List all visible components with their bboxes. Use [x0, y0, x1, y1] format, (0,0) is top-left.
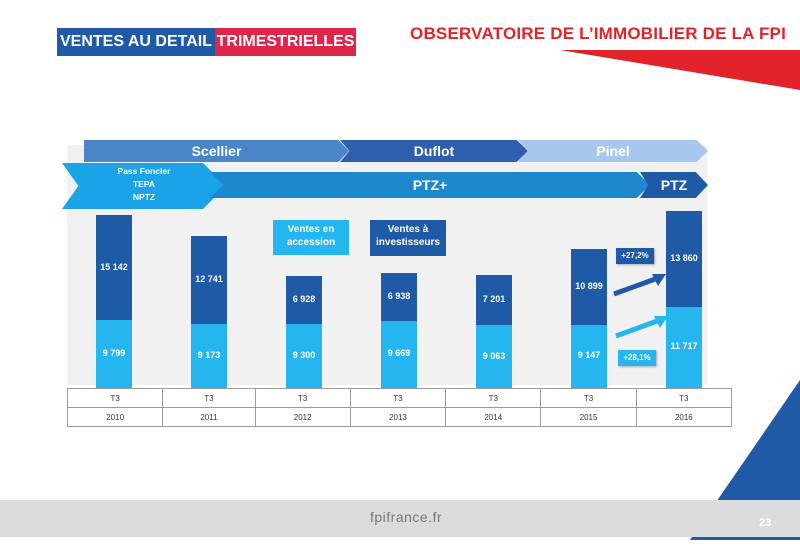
red-triangle-decoration — [560, 50, 800, 90]
tick-year-2013: 2013 — [349, 407, 447, 427]
nptz-label: NPTZ — [132, 192, 156, 202]
label-accession-2010: 9 799 — [102, 348, 126, 359]
label-accession-2011: 9 173 — [197, 350, 221, 361]
label-accession-2013: 9 669 — [387, 348, 411, 359]
label-investisseurs-2011: 12 741 — [195, 274, 223, 285]
bar-accession-2012 — [286, 323, 322, 388]
ptz-plus-arrow: PTZ+ — [210, 172, 650, 198]
label-investisseurs-2015: 10 899 — [575, 280, 603, 291]
bar-investisseurs-2013 — [381, 272, 417, 321]
bar-investisseurs-2016 — [666, 210, 702, 307]
badge-trimestrielles: TRIMESTRIELLES — [215, 28, 356, 56]
tepa-label: TEPA — [132, 179, 156, 189]
year-row: 2010 2011 2012 2013 2014 2015 2016 — [66, 407, 733, 427]
label-accession-2015: 9 147 — [577, 350, 601, 361]
label-investisseurs-2014: 7 201 — [482, 294, 506, 305]
quarter-row: T3 T3 T3 T3 T3 T3 T3 — [66, 388, 733, 408]
duflot-arrow: Duflot — [340, 140, 528, 162]
pct-investisseurs-badge: +27,2% — [616, 248, 654, 264]
tick-quarter-2010: T3 — [66, 388, 164, 408]
tick-year-2012: 2012 — [254, 407, 351, 427]
bar-investisseurs-2015 — [571, 249, 607, 325]
growth-arrow-top-icon — [613, 274, 666, 297]
label-accession-2012: 9 300 — [292, 349, 316, 360]
ventes-investisseurs-label: Ventes à investisseurs — [370, 220, 446, 256]
pass-foncier-arrow: Pass Foncier TEPA NPTZ — [62, 163, 226, 209]
pass-foncier-label: Pass Foncier — [117, 166, 171, 176]
observatoire-title: OBSERVATOIRE DE L’IMMOBILIER DE LA FPI — [410, 24, 786, 43]
ptz-arrow: PTZ — [640, 172, 708, 198]
tick-quarter-2011: T3 — [162, 388, 256, 408]
bar-investisseurs-2011 — [191, 236, 227, 325]
tick-quarter-2015: T3 — [540, 388, 637, 408]
bar-accession-2014 — [476, 325, 512, 388]
pct-accession-badge: +28,1% — [618, 350, 656, 366]
tick-quarter-2013: T3 — [349, 388, 447, 408]
bar-investisseurs-2014 — [476, 275, 512, 326]
bar-accession-2011 — [191, 324, 227, 388]
tick-year-2010: 2010 — [66, 407, 164, 427]
label-investisseurs-2010: 15 142 — [100, 261, 128, 272]
page-number: 23 — [759, 517, 772, 529]
tick-year-2014: 2014 — [445, 407, 542, 427]
bar-accession-2010 — [96, 320, 132, 388]
bar-accession-2016 — [666, 306, 702, 388]
tick-quarter-2014: T3 — [445, 388, 542, 408]
bar-investisseurs-2010 — [96, 215, 132, 321]
bar-accession-2015 — [571, 324, 607, 388]
tick-year-2015: 2015 — [540, 407, 637, 427]
footer-site: fpifrance.fr — [370, 509, 443, 525]
label-accession-2014: 9 063 — [482, 350, 506, 361]
label-accession-2016: 11 717 — [670, 341, 698, 352]
label-investisseurs-2016: 13 860 — [670, 252, 698, 263]
bar-investisseurs-2012 — [286, 275, 322, 324]
x-axis-table: T3 T3 T3 T3 T3 T3 T3 2010 2011 2012 2013 2014 2015 2… — [66, 388, 733, 427]
bar-accession-2013 — [381, 320, 417, 388]
tick-year-2011: 2011 — [162, 407, 256, 427]
label-investisseurs-2012: 6 928 — [292, 293, 316, 304]
ventes-accession-label: Ventes en accession — [273, 220, 349, 255]
tick-quarter-2012: T3 — [254, 388, 351, 408]
footer-bar — [0, 500, 800, 537]
scellier-arrow: Scellier — [84, 140, 349, 162]
pinel-arrow: Pinel — [518, 140, 708, 162]
badge-ventes-au-detail: VENTES AU DETAIL — [57, 28, 215, 56]
label-investisseurs-2013: 6 938 — [387, 290, 411, 301]
growth-arrow-bottom-icon — [615, 316, 668, 339]
tick-year-2016: 2016 — [635, 407, 733, 427]
